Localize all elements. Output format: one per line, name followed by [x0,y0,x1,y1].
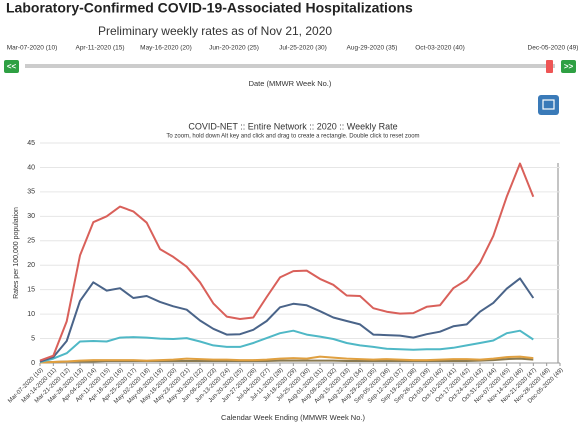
slider-tick-label: Apr-11-2020 (15) [75,45,124,52]
chart-title: COVID-NET :: Entire Network :: 2020 :: W… [188,121,397,131]
slider-tick-label: Dec-05-2020 (49) [528,45,579,52]
series-line [39,329,534,363]
y-tick-label: 30 [27,213,35,220]
y-tick-label: 40 [27,164,35,171]
download-image-button[interactable] [538,95,559,115]
image-icon [542,99,555,110]
slider-tick-label: Aug-29-2020 (35) [347,45,398,52]
prev-button[interactable] [4,60,19,73]
slider-handle[interactable] [546,60,553,73]
chart-subtitle: To zoom, hold down Alt key and click and… [166,134,419,140]
y-tick-label: 35 [27,189,35,196]
series-line [39,162,535,362]
slider-tick-label: Jul-25-2020 (30) [279,45,327,52]
next-button-label: >> [564,62,574,71]
date-slider[interactable]: << >> [4,60,576,73]
y-tick-label: 10 [27,311,35,318]
next-button[interactable] [561,60,576,73]
slider-tick-label: May-16-2020 (20) [140,45,192,52]
slider-tick-label: Oct-03-2020 (40) [415,45,465,52]
y-tick-label: 5 [31,335,35,342]
page-title: Laboratory-Confirmed COVID-19-Associated… [6,0,413,16]
y-tick-label: 0 [31,360,35,367]
y-axis-title: Rates per 100,000 population [13,207,20,299]
series-line [39,355,534,364]
y-tick-label: 45 [27,140,35,147]
page-subtitle: Preliminary weekly rates as of Nov 21, 2… [98,24,332,38]
slider-tick-label: Mar-07-2020 (10) [7,45,58,52]
y-tick-label: 20 [27,262,35,269]
x-axis-title: Calendar Week Ending (MMWR Week No.) [221,413,365,422]
slider-tick-label: Jun-20-2020 (25) [209,45,259,52]
prev-button-label: << [7,62,17,71]
slider-axis-label: Date (MMWR Week No.) [249,79,332,88]
y-tick-label: 15 [27,287,35,294]
y-tick-label: 25 [27,238,35,245]
series-line [39,277,535,363]
